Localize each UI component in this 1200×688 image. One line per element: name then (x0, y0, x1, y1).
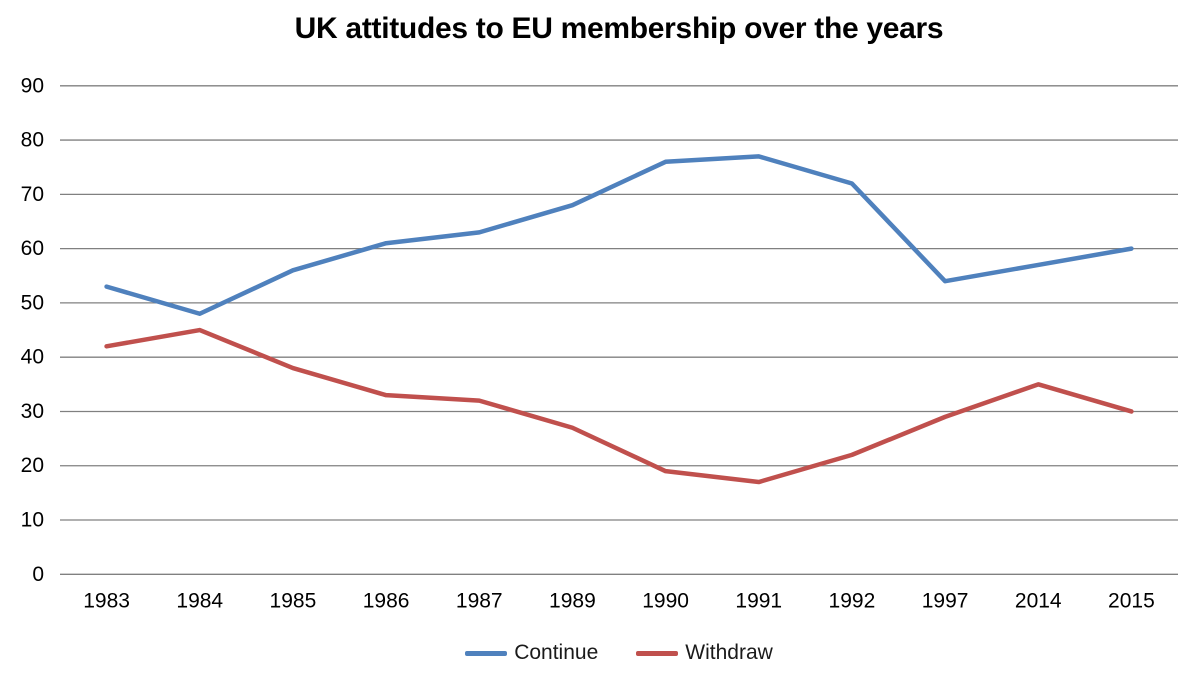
x-tick-label-1990: 1990 (642, 589, 689, 612)
x-tick-label-1989: 1989 (549, 589, 596, 612)
y-tick-label-60: 60 (21, 237, 44, 260)
x-tick-label-1984: 1984 (176, 589, 223, 612)
y-tick-label-70: 70 (21, 183, 44, 206)
chart-title: UK attitudes to EU membership over the y… (294, 12, 944, 45)
y-tick-label-80: 80 (21, 129, 44, 152)
legend-item-withdraw: Withdraw (636, 641, 773, 665)
legend-label-withdraw: Withdraw (685, 641, 773, 664)
continue-line-swatch-icon (465, 650, 508, 656)
y-tick-label-30: 30 (21, 400, 44, 423)
legend-item-continue: Continue (465, 641, 598, 665)
x-tick-label-1987: 1987 (456, 589, 503, 612)
y-tick-label-0: 0 (32, 563, 44, 586)
y-tick-label-90: 90 (21, 74, 44, 97)
withdraw-line-swatch-icon (636, 650, 679, 656)
x-tick-label-2014: 2014 (1015, 589, 1062, 612)
y-tick-label-40: 40 (21, 346, 44, 369)
series-line-withdraw (104, 327, 1134, 485)
x-tick-label-1986: 1986 (363, 589, 410, 612)
x-tick-label-2015: 2015 (1108, 589, 1155, 612)
y-tick-label-10: 10 (21, 509, 44, 532)
x-tick-label-1992: 1992 (829, 589, 876, 612)
x-tick-label-1991: 1991 (735, 589, 782, 612)
x-tick-label-1985: 1985 (270, 589, 317, 612)
y-tick-label-20: 20 (21, 454, 44, 477)
x-tick-label-1983: 1983 (83, 589, 130, 612)
chart-legend: Continue Withdraw (60, 641, 1178, 665)
x-tick-label-1997: 1997 (922, 589, 969, 612)
y-tick-label-50: 50 (21, 291, 44, 314)
series-line-continue (104, 154, 1134, 317)
legend-label-continue: Continue (514, 641, 599, 664)
